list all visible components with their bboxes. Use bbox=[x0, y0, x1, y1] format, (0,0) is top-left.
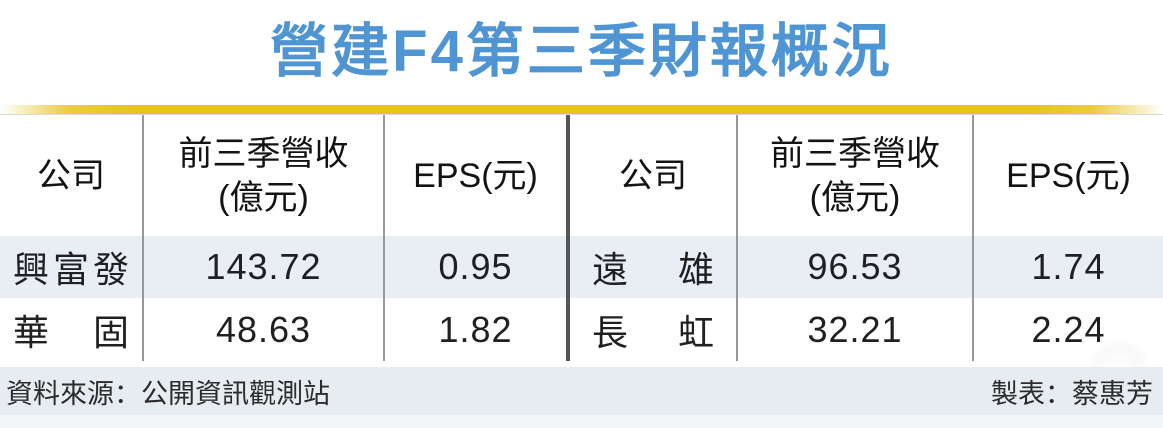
header-revenue-right-line1: 前三季營收 bbox=[770, 134, 940, 173]
header-eps-left: EPS(元) bbox=[385, 115, 570, 236]
page-title: 營建F4第三季財報概況 bbox=[270, 19, 893, 84]
header-eps-right-label: EPS(元) bbox=[1006, 156, 1131, 195]
header-company-left: 公司 bbox=[0, 115, 144, 236]
header-company-left-label: 公司 bbox=[37, 156, 105, 195]
gold-divider-line bbox=[0, 105, 1163, 114]
table-row-cell-eps: 0.95 bbox=[385, 236, 570, 298]
header-eps-left-label: EPS(元) bbox=[413, 156, 538, 195]
table-row-cell-eps: 2.24 bbox=[1031, 308, 1106, 350]
footer-bar: 資料來源：公開資訊觀測站 製表：蔡惠芳 bbox=[0, 367, 1163, 415]
table-row-cell-company: 遠雄 bbox=[570, 236, 738, 298]
company-name: 遠雄 bbox=[592, 249, 714, 290]
data-source-label: 資料來源：公開資訊觀測站 bbox=[6, 378, 330, 409]
header-revenue-right: 前三季營收 (億元) bbox=[738, 115, 974, 236]
table-row-cell-eps: 1.82 bbox=[385, 298, 570, 361]
header-revenue-left-line1: 前三季營收 bbox=[178, 134, 349, 173]
table-row-cell-revenue: 48.63 bbox=[144, 298, 385, 361]
company-name: 華固 bbox=[13, 311, 129, 353]
table-row-cell-company: 華固 bbox=[0, 298, 144, 361]
financial-table: 公司 前三季營收 (億元) EPS(元) 公司 前三季營收 (億元) EPS(元… bbox=[0, 114, 1163, 361]
header-revenue-left: 前三季營收 (億元) bbox=[144, 115, 385, 236]
credit-label: 製表：蔡惠芳 bbox=[991, 378, 1153, 409]
table-row-cell-revenue: 143.72 bbox=[144, 236, 385, 298]
table-row-cell-company: 興富發 bbox=[0, 236, 144, 298]
table-row-cell-revenue: 32.21 bbox=[738, 298, 974, 361]
table-row-cell-revenue: 96.53 bbox=[738, 236, 974, 298]
header-company-right: 公司 bbox=[570, 115, 738, 236]
header-eps-right: EPS(元) bbox=[974, 115, 1163, 236]
company-name: 長虹 bbox=[592, 311, 714, 353]
header-company-right-label: 公司 bbox=[619, 156, 687, 195]
table-row-cell-eps: 1.74 bbox=[974, 236, 1163, 298]
header-revenue-right-line2: (億元) bbox=[809, 178, 901, 217]
company-name: 興富發 bbox=[13, 249, 129, 290]
table-row-cell-company: 長虹 bbox=[570, 298, 738, 361]
bottom-strip bbox=[0, 415, 1163, 428]
header-revenue-left-line2: (億元) bbox=[218, 178, 309, 217]
